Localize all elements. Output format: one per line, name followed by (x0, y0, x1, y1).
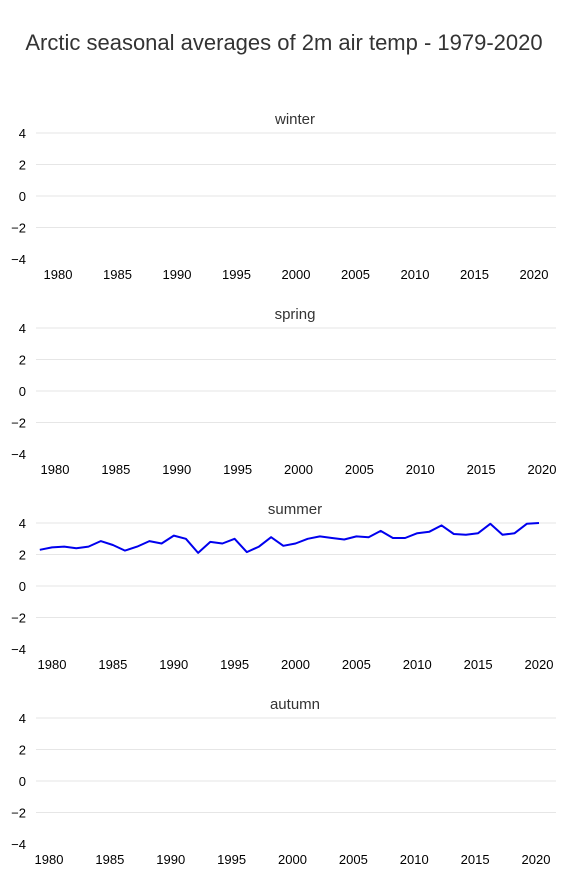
y-tick-label: 4 (19, 711, 26, 726)
chart-title: Arctic seasonal averages of 2m air temp … (25, 30, 543, 55)
x-tick-label: 2015 (461, 852, 490, 867)
x-tick-label: 1980 (44, 267, 73, 282)
x-tick-label: 2010 (403, 657, 432, 672)
x-tick-label: 2010 (406, 462, 435, 477)
y-tick-label: 0 (19, 774, 26, 789)
y-tick-label: 4 (19, 126, 26, 141)
x-tick-label: 1995 (223, 462, 252, 477)
x-tick-label: 2005 (339, 852, 368, 867)
x-tick-label: 1980 (38, 657, 67, 672)
series-line (39, 522, 540, 554)
x-tick-label: 2020 (525, 657, 554, 672)
y-tick-label: −2 (11, 416, 26, 431)
y-tick-label: −4 (11, 447, 26, 462)
panel-title: summer (268, 501, 322, 518)
y-tick-label: −4 (11, 252, 26, 267)
x-tick-label: 1995 (222, 267, 251, 282)
x-tick-label: 2000 (284, 462, 313, 477)
x-tick-label: 1980 (41, 462, 70, 477)
x-tick-label: 1985 (101, 462, 130, 477)
y-tick-label: 2 (19, 158, 26, 173)
panel-title: autumn (270, 696, 320, 713)
y-tick-label: 4 (19, 516, 26, 531)
x-tick-label: 1980 (35, 852, 64, 867)
x-tick-label: 2005 (345, 462, 374, 477)
panel-winter: winter 4 2 0 −2 −4 1980 1985 1990 1995 2000 2005 201… (11, 111, 556, 282)
x-tick-label: 1985 (95, 852, 124, 867)
y-tick-label: 0 (19, 579, 26, 594)
panel-title: spring (275, 306, 316, 323)
x-tick-label: 1995 (220, 657, 249, 672)
x-tick-label: 1990 (159, 657, 188, 672)
y-tick-label: 2 (19, 353, 26, 368)
x-tick-label: 1990 (156, 852, 185, 867)
x-tick-label: 2000 (282, 267, 311, 282)
x-tick-label: 2020 (520, 267, 549, 282)
x-tick-label: 1985 (103, 267, 132, 282)
y-tick-label: 0 (19, 384, 26, 399)
panel-title: winter (274, 111, 315, 128)
y-tick-label: 4 (19, 321, 26, 336)
x-tick-label: 2015 (467, 462, 496, 477)
y-tick-label: 0 (19, 189, 26, 204)
x-tick-label: 1990 (162, 462, 191, 477)
y-tick-label: 2 (19, 743, 26, 758)
x-tick-label: 2000 (281, 657, 310, 672)
x-tick-label: 2005 (341, 267, 370, 282)
x-tick-label: 2010 (400, 852, 429, 867)
x-tick-label: 2020 (522, 852, 551, 867)
x-tick-label: 1995 (217, 852, 246, 867)
y-tick-label: 2 (19, 548, 26, 563)
panel-summer: summer 4 2 0 −2 −4 1980 1985 1990 1995 2000 2005 201… (11, 501, 556, 672)
x-tick-label: 2000 (278, 852, 307, 867)
x-tick-label: 2015 (464, 657, 493, 672)
x-tick-label: 2005 (342, 657, 371, 672)
x-tick-label: 1990 (163, 267, 192, 282)
x-tick-label: 2015 (460, 267, 489, 282)
y-tick-label: −2 (11, 806, 26, 821)
panel-spring: spring 4 2 0 −2 −4 1980 1985 1990 1995 2000 2005 201… (11, 306, 556, 477)
x-tick-label: 2020 (528, 462, 557, 477)
x-tick-label: 2010 (401, 267, 430, 282)
y-tick-label: −2 (11, 611, 26, 626)
y-tick-label: −4 (11, 642, 26, 657)
y-tick-label: −4 (11, 837, 26, 852)
panel-autumn: autumn 4 2 0 −2 −4 1980 1985 1990 1995 2000 2005 201… (11, 696, 556, 867)
x-tick-label: 1985 (98, 657, 127, 672)
y-tick-label: −2 (11, 221, 26, 236)
